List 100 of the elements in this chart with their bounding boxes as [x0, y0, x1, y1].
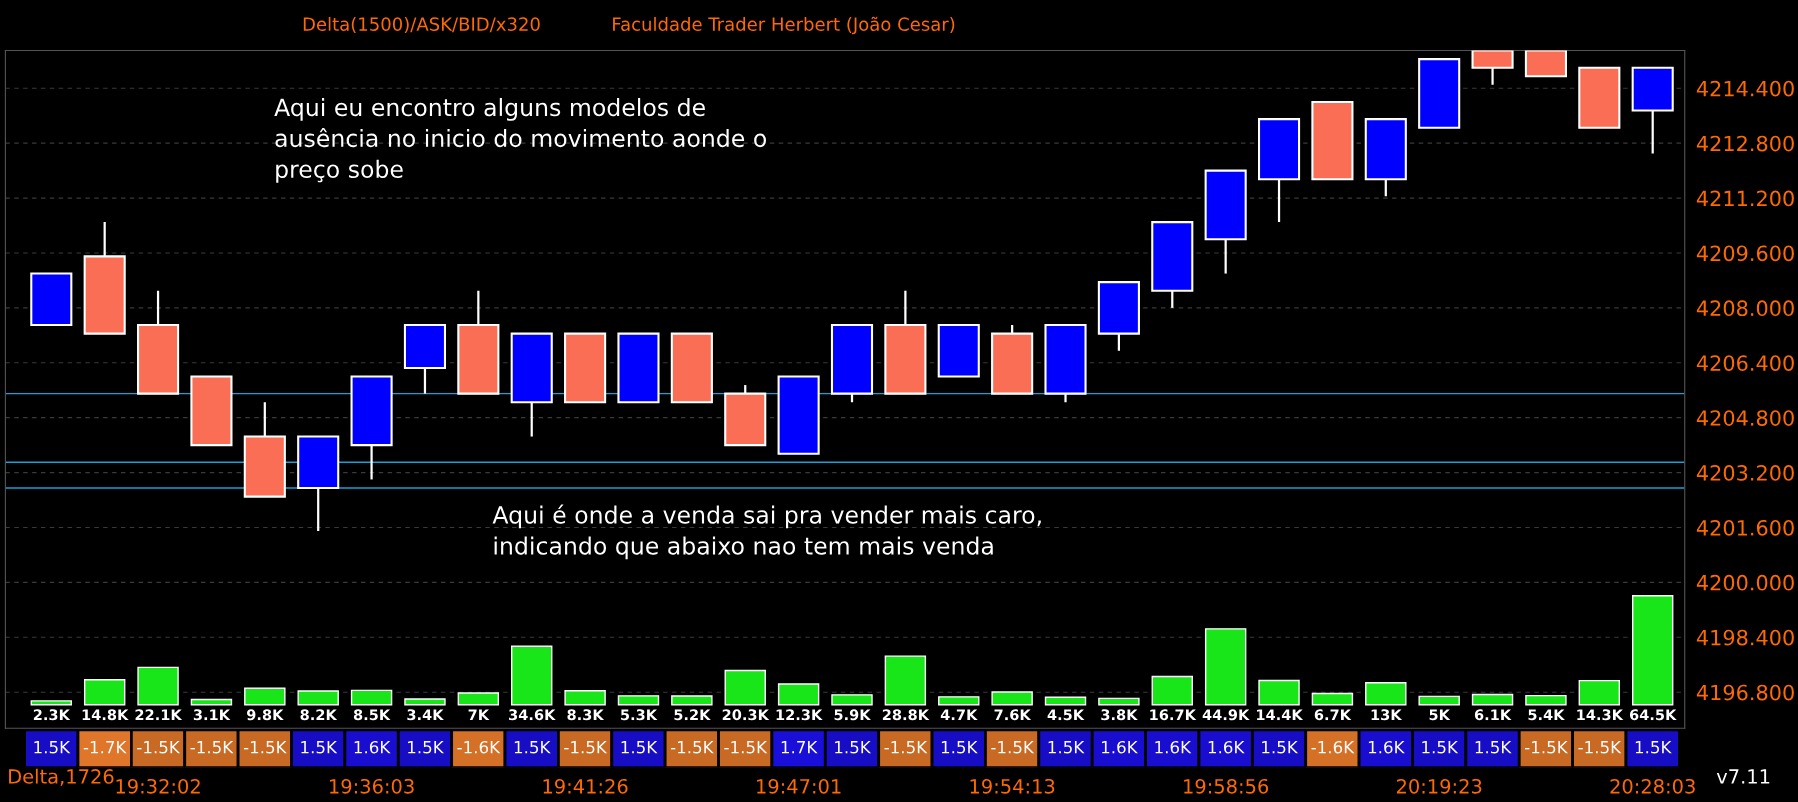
bar: [511, 645, 553, 706]
y-tick-label: 4212.800: [1696, 135, 1794, 152]
x-tick-label: 19:36:03: [330, 778, 414, 794]
bar: [1098, 697, 1140, 706]
data-label: 28.8K: [882, 709, 930, 721]
data-label: 9.8K: [247, 709, 284, 721]
bar: [991, 691, 1033, 706]
bar: [1525, 694, 1567, 706]
data-label: 2.3K: [33, 709, 71, 721]
data-label: 3.1K: [193, 709, 231, 721]
data-label: 1.5K: [1422, 741, 1459, 754]
data-label: 3.4K: [407, 709, 444, 721]
y-tick-label: 4196.800: [1696, 684, 1794, 701]
y-tick-label: 4204.800: [1696, 410, 1794, 426]
bar: [244, 687, 286, 706]
bar: [1258, 679, 1300, 706]
data-label: 1.5K: [621, 741, 658, 754]
data-label: 13K: [1371, 709, 1403, 721]
data-label: 1.6K: [1208, 740, 1245, 754]
bar: [1204, 628, 1247, 706]
data-label: 4.7K: [940, 709, 978, 721]
data-label: 14.4K: [1257, 709, 1304, 721]
data-label: 5.4K: [1528, 709, 1565, 721]
text: v7.11: [1716, 769, 1770, 784]
data-label: 4.5K: [1047, 709, 1085, 721]
data-label: 34.6K: [509, 709, 556, 721]
data-label: -1.6K: [1311, 740, 1355, 754]
data-label: 5.3K: [621, 709, 658, 721]
bar: [30, 700, 73, 706]
data-label: -1.5K: [724, 741, 768, 754]
chart-subtitle: Faculdade Trader Herbert (João Cesar): [613, 16, 955, 35]
data-label: 44.9K: [1202, 709, 1250, 721]
x-tick-label: 19:47:01: [757, 778, 841, 794]
data-label: -1.5K: [190, 741, 234, 754]
data-label: 1.6K: [1155, 740, 1192, 754]
data-label: 1.6K: [1368, 740, 1405, 754]
data-label: 7K: [468, 709, 490, 721]
data-label: 8.3K: [567, 709, 605, 721]
x-tick-label: 19:32:02: [116, 778, 200, 794]
data-label: 1.5K: [34, 741, 71, 754]
data-label: 3.8K: [1101, 709, 1138, 721]
bar: [1418, 695, 1460, 706]
data-label: -1.5K: [1525, 741, 1569, 754]
bar: [457, 692, 500, 706]
data-label: 6.7K: [1314, 709, 1352, 721]
data-label: 1.5K: [1048, 741, 1085, 754]
bar: [564, 690, 606, 706]
x-tick-label: 20:19:23: [1396, 778, 1482, 794]
bar: [1311, 692, 1354, 706]
bar: [1578, 679, 1621, 706]
data-label: 12.3K: [776, 709, 823, 721]
annotation: Aqui é onde a venda sai pra vender mais caro, indicando que abaixo nao tem mais venda: [492, 504, 1041, 560]
bar: [297, 690, 339, 706]
y-tick-label: 4198.400: [1696, 629, 1794, 646]
bar: [137, 666, 179, 706]
y-tick-label: 4203.200: [1696, 465, 1794, 481]
data-label: 1.5K: [514, 741, 551, 754]
bar: [777, 683, 820, 706]
data-label: 6.1K: [1474, 709, 1512, 721]
data-label: 1.6K: [1102, 740, 1138, 754]
data-label: -1.5K: [243, 741, 287, 754]
data-label: -1.7K: [83, 741, 127, 754]
bar: [1365, 682, 1407, 706]
data-label: 1.5K: [1635, 741, 1672, 754]
y-tick-label: 4214.400: [1696, 80, 1794, 97]
data-label: 7.6K: [994, 709, 1032, 721]
data-label: 20.3K: [722, 709, 770, 721]
y-tick-label: 4206.400: [1696, 355, 1794, 371]
x-tick-label: 20:28:03: [1610, 778, 1695, 794]
data-label: 1.5K: [835, 741, 872, 754]
bar: [617, 695, 660, 706]
data-label: 1.5K: [941, 741, 978, 754]
data-label: 8.2K: [300, 709, 338, 721]
data-label: 8.5K: [353, 709, 391, 721]
bar: [938, 696, 980, 706]
bar: [190, 698, 233, 706]
data-label: 1.5K: [1262, 741, 1299, 754]
data-label: 14.8K: [82, 709, 129, 721]
bar: [724, 669, 766, 706]
annotation: Aqui eu encontro alguns modelos de ausência no inicio do movimento aonde o preço sobe: [274, 97, 766, 183]
data-label: 22.1K: [135, 709, 183, 721]
y-tick-label: 4200.000: [1696, 574, 1794, 591]
data-label: -1.5K: [564, 741, 608, 754]
data-label: -1.5K: [884, 741, 928, 754]
y-tick-label: 4208.000: [1696, 300, 1794, 317]
bar: [831, 694, 873, 706]
data-label: -1.5K: [670, 741, 714, 754]
bar: [1044, 696, 1087, 706]
data-label: -1.6K: [457, 740, 501, 754]
bar: [671, 695, 713, 706]
data-label: 16.7K: [1150, 709, 1197, 721]
bar: [350, 689, 393, 706]
text: Delta,1726: [9, 768, 114, 786]
bar: [404, 698, 446, 706]
y-tick-label: 4211.200: [1696, 190, 1794, 207]
data-label: 5K: [1429, 709, 1451, 721]
data-label: 1.7K: [781, 741, 818, 754]
data-label: 1.5K: [301, 741, 338, 754]
bar: [1631, 595, 1674, 706]
y-tick-label: 4201.600: [1696, 519, 1794, 536]
